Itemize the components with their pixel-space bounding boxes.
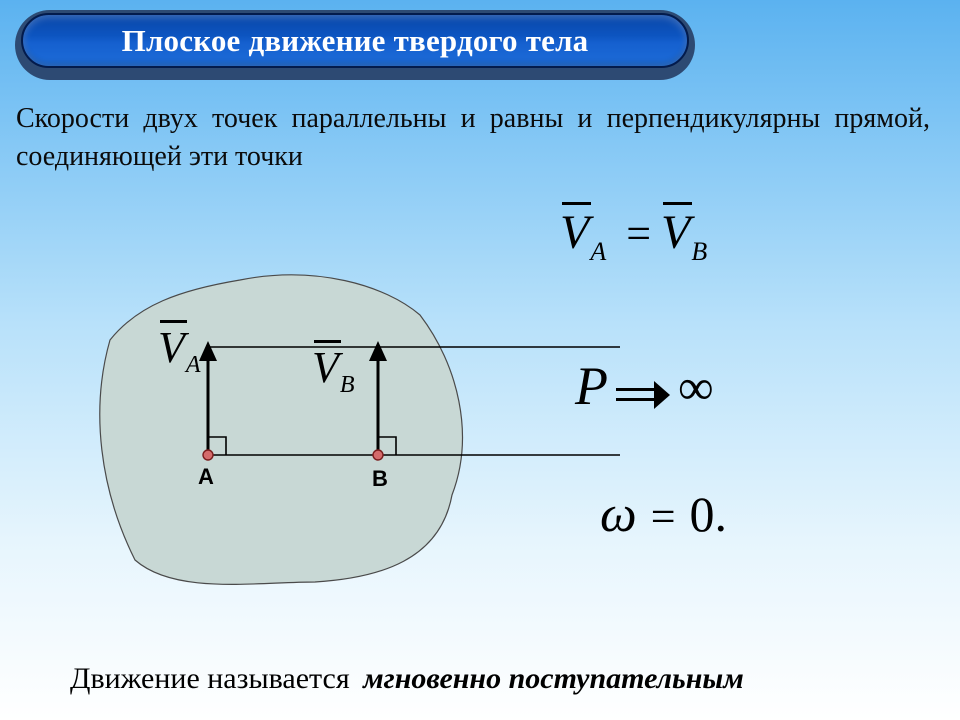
point-a <box>203 450 213 460</box>
bottom-plain: Движение называется <box>70 662 350 695</box>
eq1-vb-sub: B <box>691 237 707 267</box>
label-va-v: V <box>158 322 185 373</box>
title-pill: Плоское движение твердого тела <box>21 13 689 68</box>
eq-omega: ω <box>600 485 637 544</box>
eq-omega-equals: = <box>651 491 676 542</box>
label-va: V A <box>158 322 211 373</box>
point-label-a: A <box>198 464 214 490</box>
label-vb: V B <box>312 342 365 393</box>
eq1-equals: = <box>626 208 651 259</box>
equation-omega-zero: ω = 0. <box>600 485 727 544</box>
point-b <box>373 450 383 460</box>
velocity-diagram: V A V B A B <box>80 260 470 590</box>
equation-va-eq-vb: V A = V B <box>560 205 717 260</box>
bottom-caption: Движение называется мгновенно поступател… <box>70 662 940 696</box>
eq-p: P <box>575 355 608 417</box>
implies-arrow-icon <box>616 380 670 410</box>
equation-p-infty: P ∞ <box>575 355 714 417</box>
bottom-em: мгновенно поступательным <box>363 662 744 695</box>
point-label-b: B <box>372 466 388 492</box>
label-vb-v: V <box>312 342 339 393</box>
eq1-va-sub: A <box>590 237 606 267</box>
eq1-va: V <box>560 205 589 260</box>
title-banner: Плоское движение твердого тела <box>15 10 695 80</box>
description-text: Скорости двух точек параллельны и равны … <box>16 100 930 176</box>
label-va-sub: A <box>186 352 201 379</box>
rigid-body-shape <box>100 275 463 584</box>
eq1-vb: V <box>661 205 690 260</box>
eq-infty: ∞ <box>678 358 714 416</box>
diagram-svg <box>80 260 620 600</box>
label-vb-sub: B <box>340 372 355 399</box>
eq-zero: 0. <box>690 485 728 543</box>
page-title: Плоское движение твердого тела <box>122 23 589 59</box>
